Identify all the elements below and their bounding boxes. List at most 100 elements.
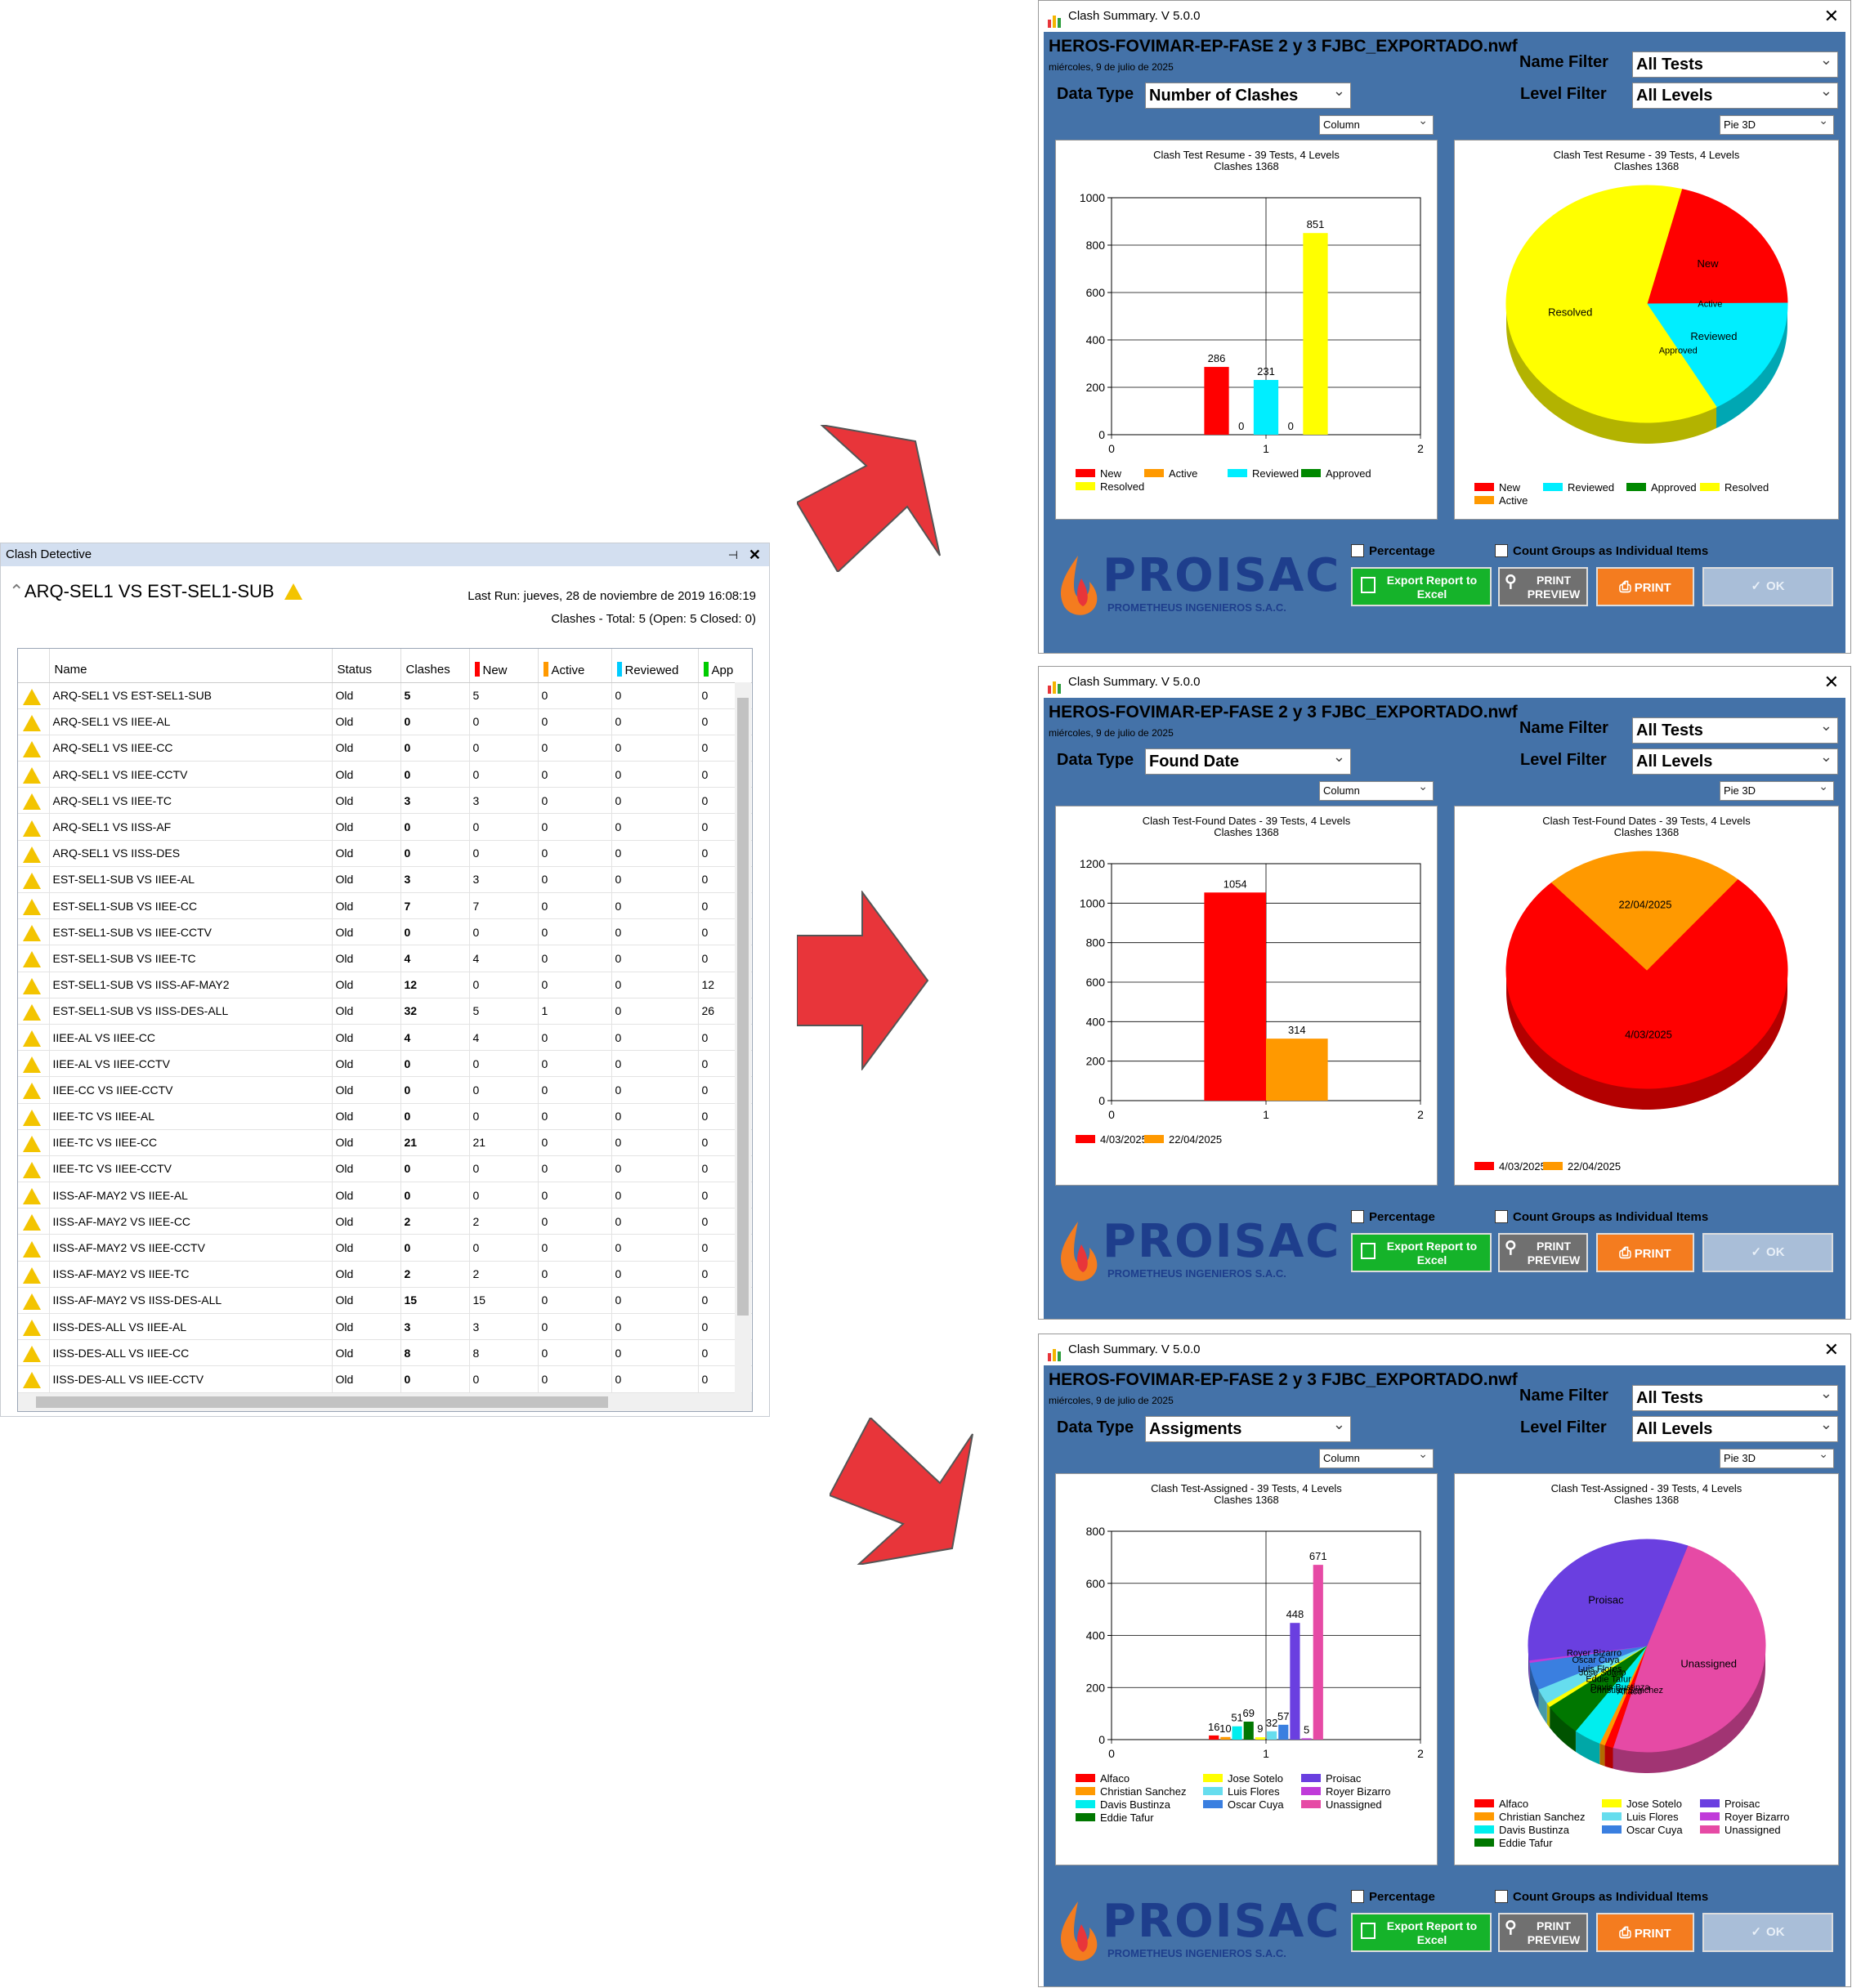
print-preview-button[interactable]: ⚲ PRINT PREVIEW (1498, 567, 1588, 606)
column-header-name[interactable]: Name (49, 649, 333, 683)
table-cell-clashes: 0 (400, 708, 470, 735)
column-header-reviewed[interactable]: Reviewed (611, 649, 699, 683)
table-cell-clashes: 12 (400, 972, 470, 998)
data-type-select[interactable]: Assigments (1145, 1412, 1351, 1442)
print-button[interactable]: ⎙ PRINT (1596, 1913, 1694, 1952)
pie-chart-type-select[interactable]: Pie 3D (1720, 111, 1834, 135)
chart-subtitle: Clashes 1368 (1614, 160, 1680, 172)
print-preview-button[interactable]: ⚲ PRINT PREVIEW (1498, 1233, 1588, 1272)
table-row[interactable]: ARQ-SEL1 VS IIEE-TC Old 3 3 0 0 0 (18, 787, 752, 815)
pin-icon[interactable]: ⊣ (727, 548, 738, 561)
checkbox-box[interactable] (1351, 1890, 1364, 1903)
export-excel-button[interactable]: Export Report to Excel (1351, 1233, 1492, 1272)
data-type-select[interactable]: Found Date (1145, 744, 1351, 775)
table-row[interactable]: IISS-DES-ALL VS IIEE-AL Old 3 3 0 0 0 (18, 1313, 752, 1341)
percentage-checkbox[interactable]: Percentage (1351, 1890, 1435, 1904)
count-groups-checkbox[interactable]: Count Groups as Individual Items (1495, 1210, 1708, 1224)
chevron-up-icon[interactable]: ⌃ (9, 581, 25, 601)
table-row[interactable]: IISS-DES-ALL VS IIEE-CCTV Old 0 0 0 0 0 (18, 1365, 752, 1393)
vertical-scroll-thumb[interactable] (737, 698, 749, 1316)
table-row[interactable]: EST-SEL1-SUB VS IIEE-TC Old 4 4 0 0 0 (18, 945, 752, 972)
x-tick-label: 0 (1108, 1747, 1115, 1760)
horizontal-scroll-thumb[interactable] (36, 1396, 608, 1408)
column-header-clashes[interactable]: Clashes (400, 649, 470, 683)
column-header-label: Active (551, 663, 585, 677)
column-header-new[interactable]: New (469, 649, 539, 683)
bar-chart-type-select[interactable]: Column (1319, 111, 1434, 135)
print-button[interactable]: ⎙ PRINT (1596, 567, 1694, 606)
table-row[interactable]: ARQ-SEL1 VS IIEE-CCTV Old 0 0 0 0 0 (18, 761, 752, 788)
print-preview-button[interactable]: ⚲ PRINT PREVIEW (1498, 1913, 1588, 1952)
warning-icon (23, 846, 41, 863)
print-button[interactable]: ⎙ PRINT (1596, 1233, 1694, 1272)
table-row[interactable]: ARQ-SEL1 VS IIEE-CC Old 0 0 0 0 0 (18, 735, 752, 762)
table-row[interactable]: ARQ-SEL1 VS IISS-DES Old 0 0 0 0 0 (18, 840, 752, 867)
export-excel-button[interactable]: Export Report to Excel (1351, 567, 1492, 606)
level-filter-select[interactable]: All Levels (1632, 1412, 1838, 1442)
table-row[interactable]: EST-SEL1-SUB VS IISS-AF-MAY2 Old 12 0 0 0 12 (18, 972, 752, 998)
checkbox-box[interactable] (1351, 544, 1364, 557)
checkbox-box[interactable] (1495, 1890, 1508, 1903)
level-filter-select[interactable]: All Levels (1632, 78, 1838, 109)
table-row[interactable]: ARQ-SEL1 VS EST-SEL1-SUB Old 5 5 0 0 0 (18, 682, 752, 709)
table-row[interactable]: EST-SEL1-SUB VS IIEE-CC Old 7 7 0 0 0 (18, 892, 752, 920)
ok-button[interactable]: ✓ OK (1702, 567, 1833, 606)
level-filter-select[interactable]: All Levels (1632, 744, 1838, 775)
name-filter-select[interactable]: All Tests (1632, 47, 1838, 78)
table-row[interactable]: IISS-DES-ALL VS IIEE-CC Old 8 8 0 0 0 (18, 1339, 752, 1367)
checkbox-box[interactable] (1351, 1210, 1364, 1223)
table-row[interactable]: ARQ-SEL1 VS IISS-AF Old 0 0 0 0 0 (18, 813, 752, 841)
name-filter-select[interactable]: All Tests (1632, 1381, 1838, 1411)
bar-luis-flores (1267, 1731, 1277, 1740)
bar-chart-type-select[interactable]: Column (1319, 1445, 1434, 1468)
row-icon-cell (18, 892, 50, 920)
table-cell-new: 0 (469, 813, 539, 841)
table-row[interactable]: IIEE-TC VS IIEE-CCTV Old 0 0 0 0 0 (18, 1155, 752, 1183)
percentage-checkbox[interactable]: Percentage (1351, 544, 1435, 558)
column-header-status[interactable]: Status (332, 649, 401, 683)
test-header[interactable]: ⌃ ARQ-SEL1 VS EST-SEL1-SUB (9, 581, 302, 602)
table-row[interactable]: IIEE-AL VS IIEE-CC Old 4 4 0 0 0 (18, 1024, 752, 1052)
table-row[interactable]: IIEE-TC VS IIEE-AL Old 0 0 0 0 0 (18, 1103, 752, 1130)
ok-button[interactable]: ✓ OK (1702, 1913, 1833, 1952)
bar-christian-sanchez (1220, 1736, 1231, 1740)
ok-button[interactable]: ✓ OK (1702, 1233, 1833, 1272)
table-row[interactable]: IIEE-AL VS IIEE-CCTV Old 0 0 0 0 0 (18, 1050, 752, 1078)
count-groups-checkbox[interactable]: Count Groups as Individual Items (1495, 1890, 1708, 1904)
table-row[interactable]: IISS-AF-MAY2 VS IIEE-CCTV Old 0 0 0 0 0 (18, 1234, 752, 1262)
bar-chart-type-select[interactable]: Column (1319, 777, 1434, 801)
checkbox-box[interactable] (1495, 544, 1508, 557)
close-icon[interactable]: ✕ (1823, 6, 1839, 26)
close-icon[interactable]: ✕ (1823, 1339, 1839, 1360)
warning-icon (23, 1293, 41, 1310)
table-row[interactable]: EST-SEL1-SUB VS IIEE-CCTV Old 0 0 0 0 0 (18, 918, 752, 946)
table-cell-new: 3 (469, 787, 539, 815)
pie-chart-type-select[interactable]: Pie 3D (1720, 777, 1834, 801)
table-row[interactable]: EST-SEL1-SUB VS IIEE-AL Old 3 3 0 0 0 (18, 866, 752, 894)
pie-chart-type-select[interactable]: Pie 3D (1720, 1445, 1834, 1468)
legend-label: Resolved (1725, 481, 1769, 494)
export-excel-button[interactable]: Export Report to Excel (1351, 1913, 1492, 1952)
close-icon[interactable]: ✕ (748, 547, 761, 563)
table-row[interactable]: IIEE-CC VS IIEE-CCTV Old 0 0 0 0 0 (18, 1076, 752, 1104)
y-tick-label: 1200 (1080, 857, 1105, 870)
table-row[interactable]: IIEE-TC VS IIEE-CC Old 21 21 0 0 0 (18, 1129, 752, 1156)
column-header-active[interactable]: Active (538, 649, 612, 683)
column-header-app[interactable]: App (698, 649, 752, 683)
table-cell-clashes: 0 (400, 1155, 470, 1183)
table-row[interactable]: IISS-AF-MAY2 VS IISS-DES-ALL Old 15 15 0 0 0 (18, 1287, 752, 1315)
table-row[interactable]: ARQ-SEL1 VS IIEE-AL Old 0 0 0 0 0 (18, 708, 752, 735)
table-row[interactable]: IISS-AF-MAY2 VS IIEE-AL Old 0 0 0 0 0 (18, 1182, 752, 1209)
data-type-select[interactable]: Number of Clashes (1145, 78, 1351, 109)
percentage-checkbox[interactable]: Percentage (1351, 1210, 1435, 1224)
table-cell-active: 0 (538, 1076, 612, 1104)
count-groups-checkbox[interactable]: Count Groups as Individual Items (1495, 544, 1708, 558)
table-row[interactable]: EST-SEL1-SUB VS IISS-DES-ALL Old 32 5 1 0 26 (18, 998, 752, 1025)
checkbox-box[interactable] (1495, 1210, 1508, 1223)
table-row[interactable]: IISS-AF-MAY2 VS IIEE-CC Old 2 2 0 0 0 (18, 1208, 752, 1235)
table-row[interactable]: IISS-AF-MAY2 VS IIEE-TC Old 2 2 0 0 0 (18, 1261, 752, 1288)
close-icon[interactable]: ✕ (1823, 672, 1839, 692)
name-filter-select[interactable]: All Tests (1632, 713, 1838, 744)
table-cell-new: 0 (469, 761, 539, 788)
table-cell-clashes: 8 (400, 1339, 470, 1367)
